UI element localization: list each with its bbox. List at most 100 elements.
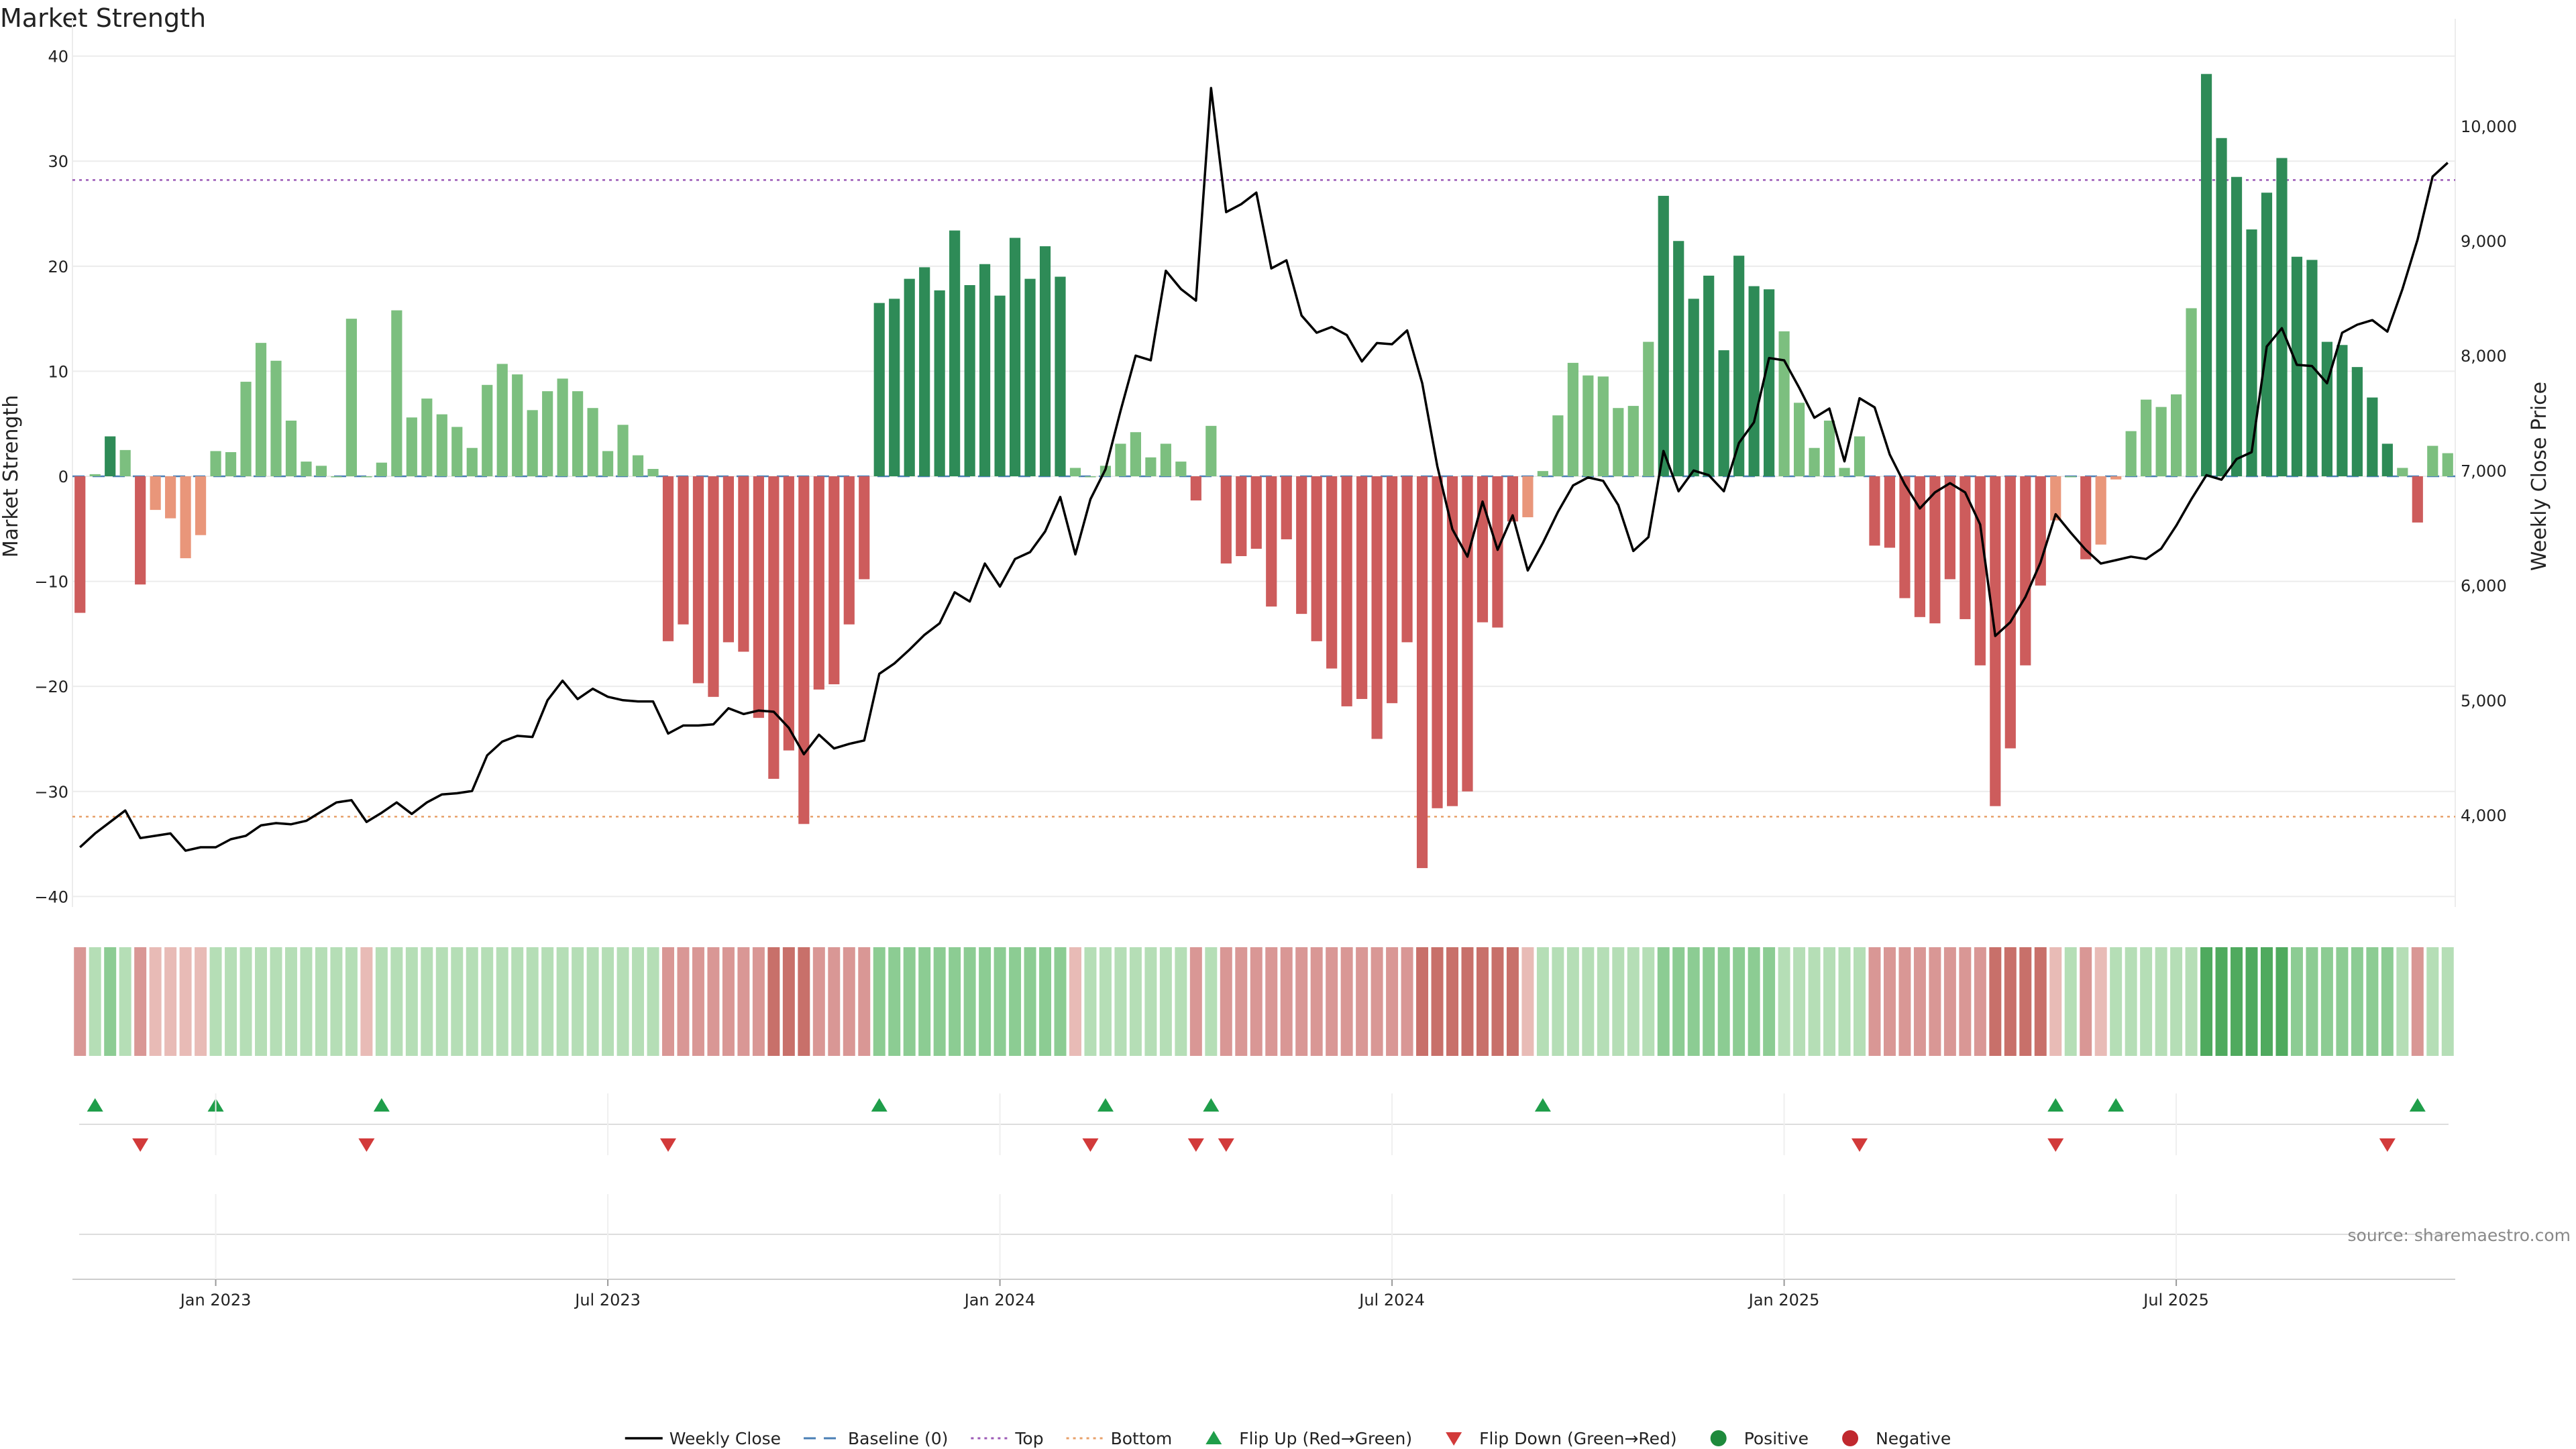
strength-bar <box>1793 402 1805 476</box>
strength-bar <box>2427 445 2438 476</box>
signal-cell <box>933 947 946 1056</box>
strength-bar <box>1552 415 1564 476</box>
strength-bar <box>602 451 614 476</box>
signal-cell <box>511 947 524 1056</box>
x-tick-label: Jul 2023 <box>574 1291 641 1309</box>
strength-bar <box>1929 476 1941 624</box>
signal-cell <box>1854 947 1866 1056</box>
signal-cell <box>345 947 358 1056</box>
flip-down-marker <box>1082 1138 1099 1152</box>
strength-bar <box>859 476 870 580</box>
signal-cell <box>2320 947 2333 1056</box>
strength-bar <box>285 421 297 476</box>
strength-bar <box>1024 278 1036 476</box>
strength-bar <box>2337 345 2348 476</box>
signal-cell <box>1386 947 1399 1056</box>
y2-tick-label: 4,000 <box>2461 806 2507 825</box>
signal-cell <box>1295 947 1308 1056</box>
legend-label: Top <box>1014 1429 1043 1448</box>
strength-bar <box>2020 476 2031 665</box>
strength-bar <box>1055 276 1066 476</box>
signal-cell <box>1144 947 1157 1056</box>
signal-cell <box>284 947 297 1056</box>
strength-bar <box>632 455 644 476</box>
legend-item: Flip Down (Green→Red) <box>1446 1429 1677 1448</box>
strength-bar <box>406 417 417 476</box>
strength-bar <box>994 295 1006 476</box>
signal-cell <box>2426 947 2439 1056</box>
legend-swatch-flip-down <box>1446 1432 1462 1446</box>
flip-up-marker <box>373 1098 390 1112</box>
signal-cell <box>1883 947 1896 1056</box>
signal-cell <box>2411 947 2424 1056</box>
strength-bar <box>1733 256 1745 476</box>
signal-cell <box>2441 947 2454 1056</box>
strength-bar <box>1658 195 1669 476</box>
strength-bar <box>873 303 885 476</box>
strength-bar <box>1115 443 1126 476</box>
legend-swatch-dot <box>1710 1430 1727 1446</box>
signal-cell <box>421 947 433 1056</box>
strength-bar <box>557 378 568 476</box>
strength-bar <box>2276 158 2288 477</box>
x-tick-label: Jan 2025 <box>1748 1291 1820 1309</box>
signal-cell <box>1431 947 1444 1056</box>
strength-bar <box>1190 476 1201 501</box>
signal-cell <box>74 947 87 1056</box>
signal-cell <box>1114 947 1127 1056</box>
flip-up-marker <box>87 1098 103 1112</box>
strength-bar <box>2216 138 2227 477</box>
signal-cell <box>1024 947 1036 1056</box>
signal-cell <box>1250 947 1263 1056</box>
strength-bar <box>1839 468 1850 476</box>
strength-bar <box>1854 436 1866 476</box>
y-tick-label: 10 <box>48 362 68 381</box>
signal-cell <box>903 947 916 1056</box>
strength-bar <box>2246 229 2257 476</box>
strength-bar <box>1914 476 1926 617</box>
signal-cell <box>1929 947 1941 1056</box>
x-tick-label: Jan 2023 <box>179 1291 252 1309</box>
signal-cell <box>1326 947 1338 1056</box>
legend-item: Weekly Close <box>625 1429 781 1448</box>
strength-bar <box>331 476 342 478</box>
strength-bar <box>210 451 221 476</box>
strength-bar <box>2141 399 2152 476</box>
strength-bar <box>1416 476 1428 869</box>
signal-cell <box>1205 947 1218 1056</box>
strength-bar <box>436 414 447 476</box>
signal-cell <box>225 947 237 1056</box>
strength-bar <box>1175 462 1187 476</box>
strength-bar <box>225 451 237 476</box>
strength-bar <box>979 264 991 476</box>
signal-cell <box>2125 947 2137 1056</box>
y-tick-label: 20 <box>48 258 68 276</box>
strength-bar <box>301 462 312 476</box>
legend-label: Flip Up (Red→Green) <box>1239 1429 1412 1448</box>
signal-cell <box>752 947 765 1056</box>
strength-bar <box>361 476 372 478</box>
signal-cell <box>2200 947 2213 1056</box>
signal-cell <box>2306 947 2318 1056</box>
legend-item: Bottom <box>1066 1429 1172 1448</box>
signal-cell <box>1733 947 1746 1056</box>
signal-cell <box>843 947 855 1056</box>
strength-bar <box>2125 431 2137 476</box>
strength-bar <box>391 310 402 476</box>
y2-tick-label: 8,000 <box>2461 347 2507 366</box>
signal-cell <box>1265 947 1278 1056</box>
strength-bar <box>1597 376 1609 476</box>
signal-cell <box>164 947 177 1056</box>
signal-cell <box>707 947 720 1056</box>
strength-bar <box>949 230 961 476</box>
signal-cell <box>798 947 810 1056</box>
strength-bar <box>783 476 794 751</box>
strength-bar <box>1205 425 1217 476</box>
y2-tick-label: 6,000 <box>2461 577 2507 596</box>
signal-cell <box>1175 947 1187 1056</box>
signal-cell <box>1597 947 1609 1056</box>
signal-cell <box>300 947 313 1056</box>
signal-cell <box>556 947 569 1056</box>
strength-bar <box>180 476 191 559</box>
flip-down-marker <box>132 1138 149 1152</box>
